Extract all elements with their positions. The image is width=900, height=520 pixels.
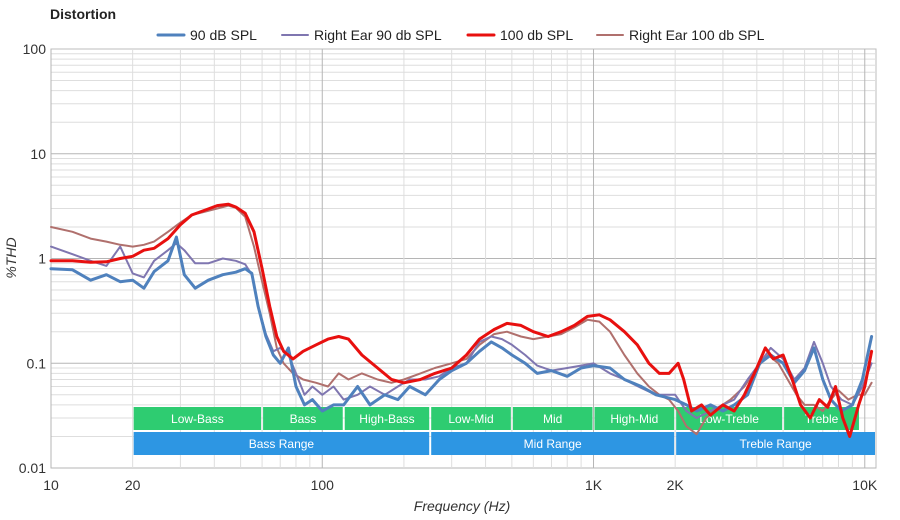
x-tick-label: 10K (852, 477, 878, 493)
band-low-bass (133, 407, 262, 430)
y-tick-label: 1 (38, 251, 46, 267)
range-label: Treble Range (739, 437, 812, 451)
legend-label: Right Ear 100 db SPL (629, 27, 765, 43)
band-mid (512, 407, 593, 430)
chart-title: Distortion (50, 6, 116, 22)
band-label: Treble (805, 412, 839, 426)
x-tick-label: 10 (43, 477, 59, 493)
legend: 90 dB SPL Right Ear 90 db SPL 100 db SPL Ri… (156, 27, 765, 43)
range-treble-range (676, 432, 875, 455)
legend-label: Right Ear 90 db SPL (314, 27, 442, 43)
range-label: Bass Range (249, 437, 315, 451)
band-label: Low-Bass (171, 412, 224, 426)
y-tick-label: 10 (30, 146, 46, 162)
band-high-mid (594, 407, 675, 430)
x-tick-label: 1K (585, 477, 603, 493)
band-label: Low-Mid (448, 412, 493, 426)
band-label: High-Bass (359, 412, 414, 426)
band-label: Mid (543, 412, 562, 426)
band-bass (263, 407, 343, 430)
axis-ticks: 10 20 100 1K 2K 10K 100 10 1 0.1 0.01 (19, 41, 878, 493)
series-line-90-db-spl (49, 235, 874, 413)
series-lines (49, 202, 874, 438)
y-axis-label: %THD (3, 237, 19, 278)
band-label: Bass (290, 412, 317, 426)
x-tick-label: 20 (125, 477, 141, 493)
band-high-bass (344, 407, 430, 430)
series-line-100-db-spl (49, 202, 874, 438)
x-tick-label: 2K (667, 477, 685, 493)
legend-label: 100 db SPL (500, 27, 573, 43)
band-low-mid (431, 407, 511, 430)
y-tick-label: 0.1 (27, 355, 47, 371)
band-label: Low-Treble (699, 412, 759, 426)
range-label: Mid Range (524, 437, 582, 451)
range-bass-range (133, 432, 430, 455)
band-label: High-Mid (610, 412, 658, 426)
y-tick-label: 0.01 (19, 460, 46, 476)
y-tick-label: 100 (23, 41, 47, 57)
x-tick-label: 100 (311, 477, 335, 493)
x-axis-label: Frequency (Hz) (414, 498, 510, 514)
range-mid-range (431, 432, 675, 455)
legend-label: 90 dB SPL (190, 27, 257, 43)
